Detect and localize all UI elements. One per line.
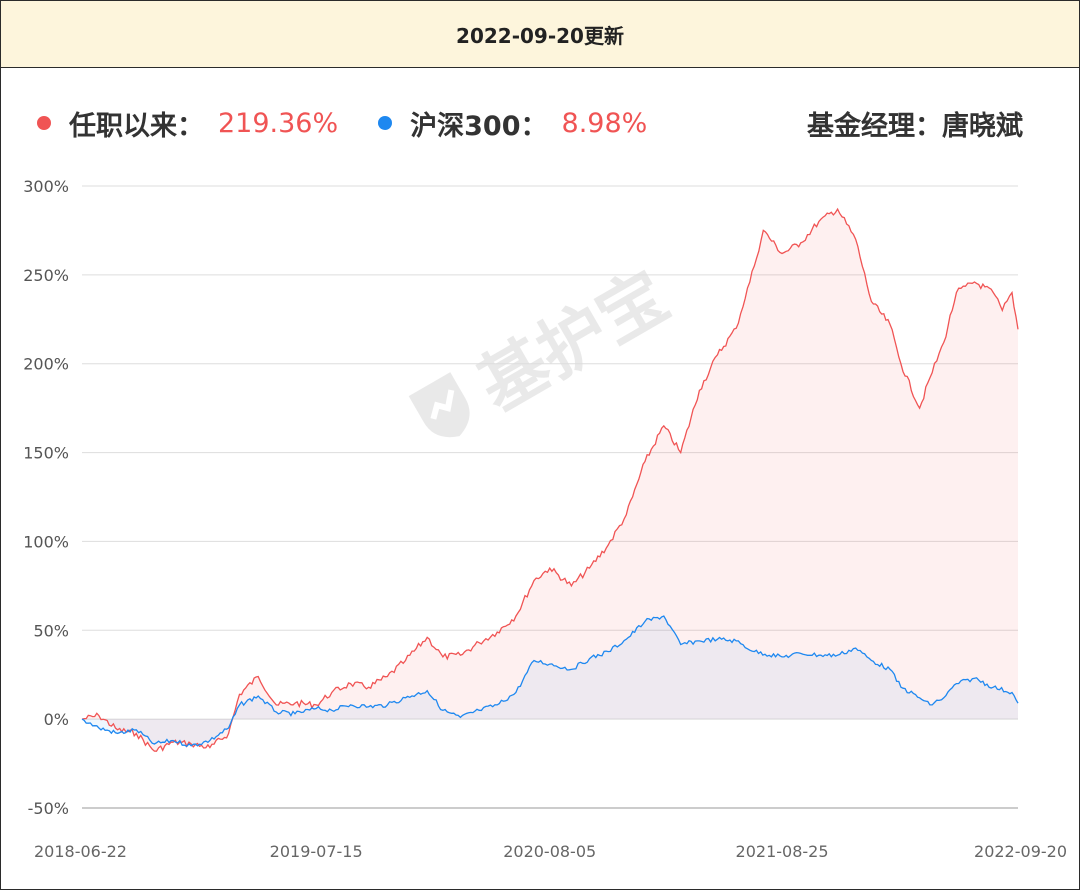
y-tick-label: 50% (33, 621, 69, 640)
y-tick-label: -50% (28, 799, 69, 818)
y-tick-label: 100% (23, 532, 69, 551)
legend-item-index[interactable]: 沪深300： 8.98% (378, 104, 647, 143)
legend-value-index: 8.98% (561, 107, 648, 139)
legend-dot-fund (37, 116, 51, 130)
y-tick-label: 250% (23, 266, 69, 285)
fund-manager-name: 唐晓斌 (942, 110, 1023, 142)
y-axis: 300% 250% 200% 150% 100% 50% 0% -50% (23, 177, 69, 818)
legend-item-fund[interactable]: 任职以来： 219.36% (37, 104, 338, 143)
y-tick-label: 150% (23, 444, 69, 463)
series-line-fund (81, 207, 1019, 752)
fund-manager: 基金经理： 唐晓斌 (807, 104, 1023, 143)
series-area-index (82, 616, 1018, 747)
legend-value-fund: 219.36% (218, 107, 339, 139)
fund-manager-label: 基金经理： (807, 110, 942, 142)
x-tick-label: 2021-08-25 (736, 842, 829, 861)
chart-grid (82, 185, 1018, 809)
legend-dot-index (378, 116, 393, 130)
x-tick-label: 2019-07-15 (270, 842, 363, 861)
update-date-title: 2022-09-20更新 (456, 23, 624, 48)
chart-areas (82, 209, 1018, 752)
y-tick-label: 200% (23, 355, 69, 374)
shield-logo-icon (408, 371, 470, 437)
x-axis: 2018-06-22 2019-07-15 2020-08-05 2021-08-25… (34, 842, 1067, 861)
x-tick-label: 2020-08-05 (503, 842, 596, 861)
legend-label-index: 沪深300： (410, 110, 548, 142)
y-tick-label: 0% (44, 710, 69, 729)
y-tick-label: 300% (23, 177, 69, 196)
x-tick-label: 2022-09-20 (974, 842, 1067, 861)
series-line-index (81, 615, 1019, 748)
watermark: 基护宝 (393, 242, 683, 467)
x-tick-label: 2018-06-22 (34, 842, 127, 861)
legend-label-fund: 任职以来： (69, 110, 204, 142)
legend: 任职以来： 219.36% 沪深300： 8.98% 基金经理： 唐晓斌 (37, 101, 1023, 145)
chart-lines (81, 207, 1019, 752)
update-header: 2022-09-20更新 (1, 1, 1079, 68)
series-area-fund (82, 209, 1018, 752)
